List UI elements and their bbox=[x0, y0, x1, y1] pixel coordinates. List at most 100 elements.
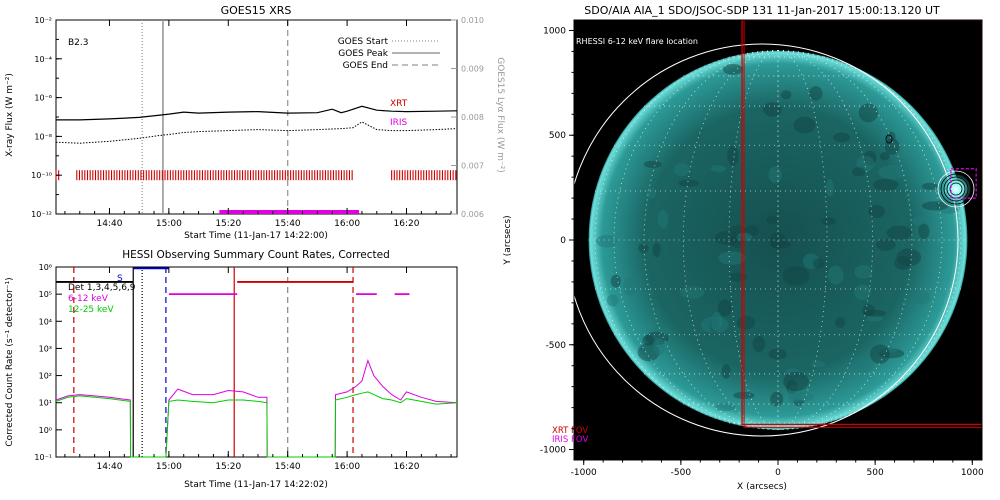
hessi-plot-frame bbox=[55, 266, 458, 458]
solar-texture-blob bbox=[812, 258, 825, 269]
solar-texture-blob bbox=[825, 178, 834, 197]
solar-texture-blob bbox=[820, 217, 836, 225]
xrt-fov-label: XRT FOV bbox=[552, 426, 588, 436]
solar-texture-blob bbox=[921, 201, 949, 211]
solar-texture-blob bbox=[879, 152, 890, 161]
solar-texture-blob bbox=[809, 86, 823, 101]
solar-texture-blob bbox=[862, 309, 887, 317]
grid-longitude-line bbox=[777, 50, 943, 430]
grid-longitude-line bbox=[777, 50, 873, 430]
goes-long-channel-line bbox=[56, 105, 458, 121]
solar-texture-blob bbox=[852, 357, 875, 373]
goes-y-tick-label: 10⁻¹² bbox=[31, 210, 52, 219]
aia-y-tick-label: -500 bbox=[546, 341, 567, 351]
grid-longitude-line bbox=[613, 50, 779, 430]
solar-texture-blob bbox=[721, 363, 731, 379]
aia-y-tick-label: 500 bbox=[549, 131, 566, 141]
solar-texture-blob bbox=[729, 272, 748, 282]
goes-y2label: GOES15 Lyα Flux (W m⁻²) bbox=[495, 57, 505, 173]
contour-spot bbox=[885, 134, 893, 144]
hessi-y-tick-label: 10⁻¹ bbox=[34, 453, 52, 462]
goes-x-tick-label: 16:00 bbox=[334, 219, 360, 229]
goes-xrt-label: XRT bbox=[390, 99, 408, 109]
legend-goes-start: GOES Start bbox=[338, 37, 389, 47]
iris-fov-label: IRIS FOV bbox=[552, 435, 588, 445]
aia-x-tick-label: -500 bbox=[671, 468, 692, 478]
hessi-y-tick-label: 10⁰ bbox=[39, 426, 52, 435]
solar-texture-blob bbox=[727, 145, 739, 166]
hessi-x-tick-label: 15:00 bbox=[156, 462, 182, 472]
aia-x-tick-label: 1000 bbox=[961, 468, 984, 478]
hessi-6-12-kev-line bbox=[55, 359, 458, 458]
solar-texture-blob bbox=[606, 294, 619, 307]
goes-class-label: B2.3 bbox=[68, 38, 89, 48]
solar-texture-blob bbox=[717, 299, 732, 317]
rhessi-contours bbox=[885, 134, 975, 208]
aia-image-layer bbox=[574, 20, 982, 437]
goes-panel: GOES15 XRS Start Time (11-Jan-17 14:22:0… bbox=[5, 4, 505, 241]
solar-texture-blob bbox=[872, 178, 899, 191]
goes-xlabel: Start Time (11-Jan-17 14:22:00) bbox=[184, 231, 328, 241]
goes-y2-tick-label: 0.010 bbox=[461, 16, 484, 25]
goes-iris-label: IRIS bbox=[390, 118, 408, 128]
aia-x-tick-label: -1000 bbox=[571, 468, 597, 478]
solar-texture-blob bbox=[752, 335, 766, 353]
solar-texture-blob bbox=[680, 286, 705, 299]
goes-title: GOES15 XRS bbox=[221, 4, 292, 17]
solar-texture-blob bbox=[792, 392, 814, 402]
solar-texture-blob bbox=[678, 179, 700, 187]
hessi-12-25-kev-line bbox=[55, 391, 458, 458]
solar-texture-blob bbox=[852, 167, 866, 177]
solar-texture-blob bbox=[866, 315, 883, 322]
legend-goes-end: GOES End bbox=[343, 61, 388, 71]
solar-texture-blob bbox=[894, 256, 912, 270]
hessi-y-tick-label: 10¹ bbox=[39, 399, 52, 408]
iris-fov-box bbox=[950, 168, 977, 199]
solar-texture-blob bbox=[793, 116, 816, 134]
solar-texture-blob bbox=[833, 132, 851, 143]
solar-limb bbox=[574, 43, 959, 437]
solar-texture-blob bbox=[710, 164, 726, 173]
aia-x-tick-label: 500 bbox=[867, 468, 884, 478]
goes-ylabel: X-ray Flux (W m⁻²) bbox=[5, 73, 15, 157]
hessi-y-tick-label: 10² bbox=[39, 372, 52, 381]
solar-texture-blob bbox=[700, 316, 729, 334]
solar-texture-blob bbox=[715, 403, 736, 412]
goes-y-tick-label: 10⁻⁸ bbox=[34, 132, 52, 141]
hessi-legend-det: Det 1,3,4,5,6,9 bbox=[68, 283, 136, 293]
aia-xlabel: X (arcsecs) bbox=[737, 482, 787, 492]
solar-texture-blob bbox=[912, 216, 926, 226]
goes-x-tick-label: 16:20 bbox=[394, 219, 420, 229]
xrt-fov-box-inner bbox=[743, 20, 982, 428]
solar-texture-blob bbox=[657, 210, 669, 229]
solar-texture-blob bbox=[875, 238, 896, 251]
solar-texture-blob bbox=[858, 103, 879, 123]
solar-texture-blob bbox=[653, 338, 665, 356]
goes-legend: GOES Start GOES Peak GOES End bbox=[338, 37, 440, 71]
solar-texture-blob bbox=[780, 90, 792, 100]
hessi-y-tick-label: 10⁶ bbox=[39, 263, 52, 272]
solar-texture-blob bbox=[884, 138, 900, 155]
solar-texture-blob bbox=[610, 274, 621, 288]
hessi-legend: Det 1,3,4,5,6,9 6-12 keV 12-25 keV bbox=[68, 283, 136, 315]
solar-texture-blob bbox=[718, 251, 746, 266]
solar-texture-blob bbox=[770, 391, 784, 407]
contour-ring bbox=[946, 179, 966, 199]
solar-texture-blob bbox=[623, 276, 638, 297]
solar-texture-blob bbox=[768, 348, 787, 360]
goes-y-tick-label: 10⁻¹⁰ bbox=[31, 171, 52, 180]
hessi-y-tick-label: 10³ bbox=[39, 344, 52, 353]
flare-location-label: RHESSI 6-12 keV flare location bbox=[576, 37, 698, 46]
goes-y2-tick-label: 0.006 bbox=[461, 210, 484, 219]
solar-texture-blob bbox=[736, 315, 756, 330]
aia-ylabel: Y (arcsecs) bbox=[503, 215, 513, 265]
solar-texture-blob bbox=[878, 164, 907, 180]
solar-texture-blob bbox=[918, 223, 930, 240]
legend-goes-peak: GOES Peak bbox=[338, 49, 388, 59]
goes-y2-tick-label: 0.008 bbox=[461, 113, 484, 122]
solar-texture-blob bbox=[854, 265, 873, 279]
flare-brightening bbox=[940, 173, 972, 205]
goes-y-tick-label: 10⁻⁴ bbox=[34, 55, 52, 64]
heliographic-grid bbox=[588, 50, 968, 430]
